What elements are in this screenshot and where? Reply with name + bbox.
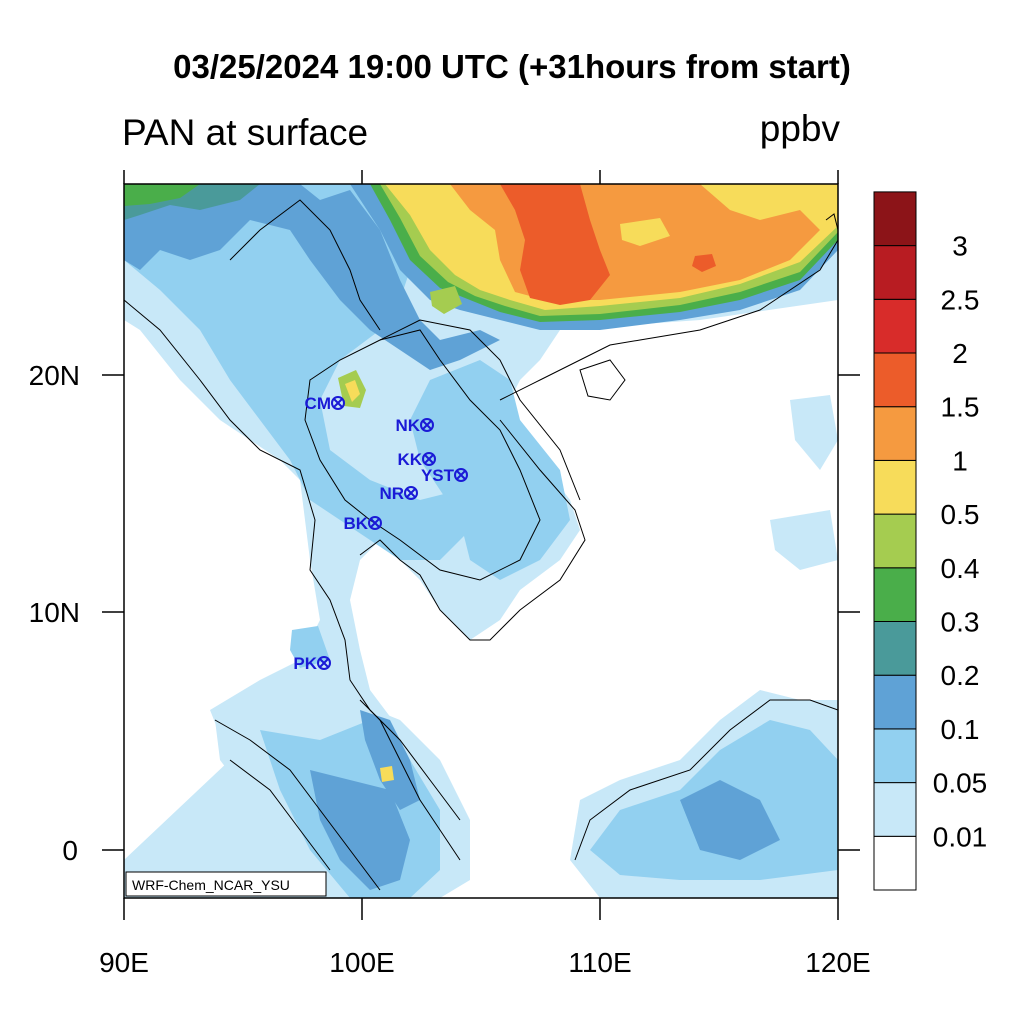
station-marker-icon [331, 396, 345, 410]
legend-label-0.01: 0.01 [933, 821, 988, 852]
legend-label-0.5: 0.5 [941, 499, 980, 530]
station-label: BK [343, 514, 368, 533]
station-marker-icon [420, 418, 434, 432]
legend-label-0.4: 0.4 [941, 553, 980, 584]
field-0.5-kl [380, 766, 394, 782]
legend-label-3: 3 [952, 231, 968, 262]
field-1.5-hotspot [692, 254, 716, 272]
lat-tick-0: 0 [62, 835, 78, 866]
legend-label-0.2: 0.2 [941, 660, 980, 691]
model-label: WRF-Chem_NCAR_YSU [132, 877, 290, 893]
lat-tick-10: 10N [29, 597, 80, 628]
legend-box-0.5 [873, 459, 917, 515]
legend-box-0.05 [873, 728, 917, 784]
coastline-borneo [574, 699, 838, 861]
station-bk: BK [343, 514, 382, 533]
concentration-field [124, 184, 838, 898]
station-label: NR [379, 484, 404, 503]
station-label: NK [395, 416, 420, 435]
legend-label-0.1: 0.1 [941, 714, 980, 745]
station-pk: PK [293, 654, 331, 673]
coastline-philippines [825, 213, 838, 231]
legend-label-1.5: 1.5 [941, 392, 980, 423]
units-label: ppbv [759, 108, 840, 149]
legend-box-lowest [873, 835, 917, 891]
lon-tick-100: 100E [329, 947, 394, 978]
station-marker-icon [454, 468, 468, 482]
coastline-malaya [359, 699, 461, 861]
lat-tick-20: 20N [29, 360, 80, 391]
field-0.1-malaya [360, 710, 420, 810]
field-0.01-sea-patch-2 [770, 510, 838, 570]
station-label: KK [397, 450, 422, 469]
lon-tick-90: 90E [99, 947, 149, 978]
field-0.01-sea-patch-1 [790, 395, 838, 470]
station-marker-icon [317, 656, 331, 670]
color-legend: 0.01 0.05 0.1 0.2 0.3 0.4 0.5 1 1.5 2 2.5 3 [873, 191, 988, 891]
field-0.4-n-laos [430, 286, 462, 314]
coastline-hainan [579, 359, 626, 401]
station-marker-icon [368, 516, 382, 530]
lon-tick-120: 120E [805, 947, 870, 978]
legend-label-1: 1 [952, 445, 968, 476]
field-0.1-northwest [124, 184, 500, 370]
legend-box-0.4 [873, 513, 917, 569]
station-label: CM [305, 394, 331, 413]
station-label: YST [421, 466, 455, 485]
legend-label-0.3: 0.3 [941, 607, 980, 638]
border-laos [379, 319, 581, 501]
legend-label-0.05: 0.05 [933, 768, 988, 799]
legend-box-0.2 [873, 621, 917, 676]
legend-box-0.1 [873, 674, 917, 730]
border-thailand [304, 329, 541, 581]
station-label: PK [293, 654, 317, 673]
field-0.3-north [124, 184, 200, 206]
field-0.1-sumatra [310, 770, 410, 890]
legend-box-1 [873, 406, 917, 461]
axis-ticks [102, 170, 860, 920]
map-title: 03/25/2024 19:00 UTC (+31hours from star… [173, 48, 851, 85]
field-0.5-china-cool [620, 218, 670, 246]
map-frame [123, 183, 839, 899]
station-nr: NR [379, 484, 418, 503]
station-yst: YST [421, 466, 468, 485]
coastline-mainland [124, 239, 838, 821]
field-0.05-laos [410, 360, 570, 580]
legend-box-1.5 [873, 352, 917, 408]
coastline-sumatra [214, 719, 381, 891]
border-myanmar [229, 199, 381, 331]
axis-labels: 90E 100E 110E 120E 20N 10N 0 [29, 360, 871, 978]
station-nk: NK [395, 416, 434, 435]
lon-tick-110: 110E [568, 947, 631, 978]
legend-box-2 [873, 298, 917, 354]
model-label-box [125, 871, 327, 897]
station-marker-icon [404, 486, 418, 500]
station-cm: CM [305, 394, 345, 413]
station-kk: KK [397, 450, 436, 469]
legend-box-0.01 [873, 782, 917, 837]
legend-box-0.3 [873, 567, 917, 622]
field-0.1-borneo [680, 780, 780, 860]
legend-box-3 [873, 191, 917, 247]
legend-label-2: 2 [952, 338, 968, 369]
station-marker-icon [422, 452, 436, 466]
legend-label-2.5: 2.5 [941, 284, 980, 315]
field-0.5-cm [345, 380, 360, 402]
variable-label: PAN at surface [122, 112, 369, 153]
coastlines [124, 199, 838, 891]
field-1.5-china [500, 184, 610, 305]
legend-box-2.5 [873, 245, 917, 300]
